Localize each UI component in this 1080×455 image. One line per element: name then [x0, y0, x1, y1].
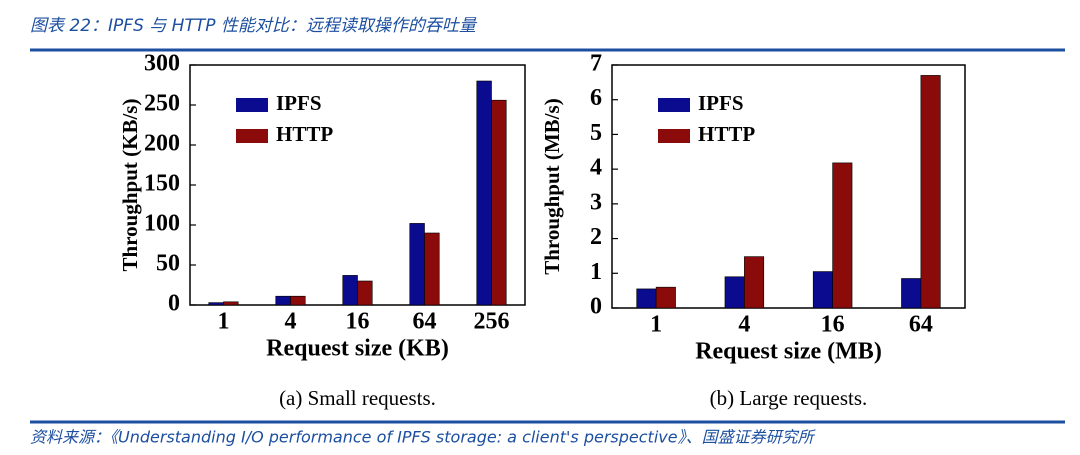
bar [491, 99, 507, 306]
x-tick-label: 256 [474, 309, 510, 335]
y-tick-label: 3 [590, 189, 602, 215]
y-tick-label: 0 [168, 291, 180, 317]
y-tick-label: 100 [144, 211, 180, 237]
bar [901, 278, 922, 309]
y-tick-label: 150 [144, 171, 180, 197]
bar [342, 275, 358, 306]
bar [724, 276, 745, 309]
figure-title: 图表 22：IPFS 与 HTTP 性能对比：远程读取操作的吞吐量 [30, 16, 478, 36]
x-tick-label: 16 [346, 309, 370, 335]
bar [208, 302, 224, 306]
bar [223, 301, 239, 306]
y-tick-label: 300 [144, 51, 180, 77]
legend-label: IPFS [276, 91, 322, 115]
bar [275, 295, 291, 306]
y-tick-label: 5 [590, 120, 602, 146]
bar [424, 232, 440, 306]
caption: (b) Large requests. [710, 386, 868, 410]
y-tick-label: 0 [590, 294, 602, 320]
bar [812, 271, 833, 309]
y-axis-label: Throughput (MB/s) [540, 98, 564, 274]
bar [476, 80, 492, 306]
bar [744, 256, 765, 309]
y-tick-label: 6 [590, 85, 602, 111]
y-tick-label: 50 [156, 251, 180, 277]
y-tick-label: 4 [590, 155, 602, 181]
plot-frame [611, 64, 966, 309]
x-tick-label: 1 [650, 312, 662, 338]
x-tick-label: 4 [285, 309, 297, 335]
legend-swatch [236, 98, 268, 112]
bar [655, 286, 676, 309]
bar [832, 162, 853, 309]
bar [920, 75, 941, 309]
caption: (a) Small requests. [279, 386, 436, 410]
legend-swatch [236, 129, 268, 143]
x-tick-label: 64 [909, 312, 933, 338]
y-tick-label: 1 [590, 259, 602, 285]
y-tick-label: 250 [144, 91, 180, 117]
y-axis-label: Throughput (KB/s) [118, 99, 142, 272]
x-tick-label: 1 [218, 309, 230, 335]
y-tick-label: 200 [144, 131, 180, 157]
bar [290, 295, 306, 306]
bar [636, 288, 657, 309]
bar [357, 280, 373, 306]
x-tick-label: 16 [821, 312, 845, 338]
x-tick-label: 4 [738, 312, 750, 338]
x-tick-label: 64 [413, 309, 437, 335]
x-axis-label: Request size (KB) [266, 336, 449, 362]
legend-swatch [658, 129, 690, 143]
x-axis-label: Request size (MB) [695, 339, 882, 365]
bar [409, 223, 425, 306]
source: 资料来源：《Understanding I/O performance of I… [30, 428, 817, 447]
legend-label: HTTP [276, 122, 333, 146]
legend-swatch [658, 98, 690, 112]
legend-label: HTTP [698, 122, 755, 146]
y-tick-label: 7 [590, 51, 602, 77]
legend-label: IPFS [698, 91, 744, 115]
y-tick-label: 2 [590, 224, 602, 250]
